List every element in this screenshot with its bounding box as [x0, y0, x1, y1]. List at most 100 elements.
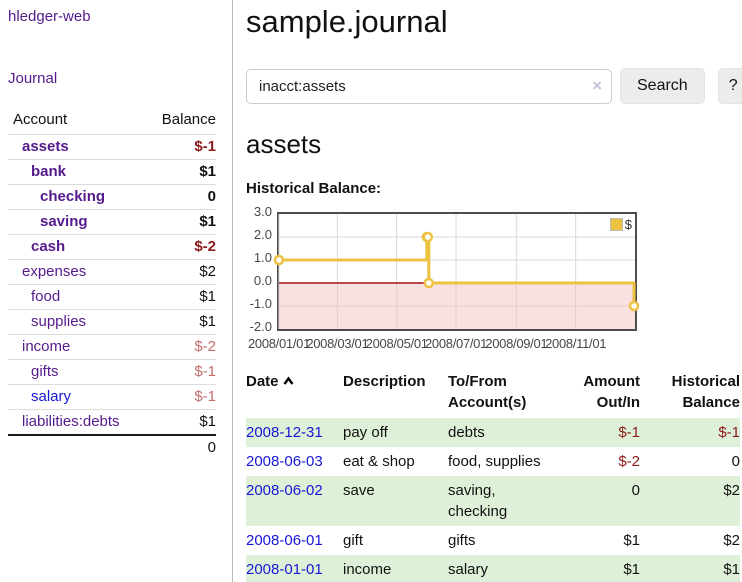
- account-row: food $1: [8, 284, 216, 310]
- brand-link[interactable]: hledger-web: [8, 8, 91, 25]
- account-link[interactable]: income: [22, 338, 71, 355]
- account-balance: $-1: [147, 134, 216, 160]
- page-title: sample.journal: [246, 4, 448, 39]
- account-row: expenses $2: [8, 259, 216, 285]
- transaction-balance: $2: [640, 476, 740, 526]
- account-row: liabilities:debts $1: [8, 409, 216, 435]
- accounts-total-row: 0: [8, 434, 216, 460]
- transaction-date-link[interactable]: 2008-12-31: [246, 424, 323, 441]
- x-axis-tick-label: 2008/11/01: [545, 336, 607, 351]
- transaction-amount: $-2: [618, 453, 640, 470]
- transaction-amount: 0: [558, 476, 640, 526]
- accounts-header-balance: Balance: [161, 111, 216, 128]
- legend-swatch-icon: [609, 218, 623, 231]
- y-axis-tick-label: 2.0: [253, 227, 272, 242]
- account-link[interactable]: supplies: [31, 313, 87, 330]
- sidebar-item-journal[interactable]: Journal: [8, 70, 58, 87]
- transaction-description: eat & shop: [343, 453, 415, 470]
- account-link[interactable]: saving: [40, 213, 88, 230]
- accounts-header-account: Account: [13, 111, 68, 128]
- chart-legend: $: [609, 217, 632, 232]
- register-header-accounts: To/From Account(s): [448, 373, 527, 411]
- transaction-row: 2008-01-01 income salary $1 $1: [246, 555, 740, 582]
- account-balance: $-1: [147, 359, 216, 385]
- account-row: assets $-1: [8, 134, 216, 160]
- transaction-balance: $1: [640, 555, 740, 582]
- account-row: bank $1: [8, 159, 216, 185]
- x-axis-tick-label: 2008/09/01: [485, 336, 548, 351]
- account-link[interactable]: cash: [31, 238, 66, 255]
- sort-ascending-icon: [283, 371, 294, 392]
- y-axis-tick-label: -1.0: [249, 296, 272, 311]
- register-header-description: Description: [343, 373, 426, 390]
- account-link[interactable]: liabilities:debts: [22, 413, 120, 430]
- chart-plot-area: $: [273, 212, 640, 331]
- transaction-date: 2008-06-03: [246, 447, 343, 476]
- transaction-description: save: [343, 476, 448, 526]
- account-link[interactable]: gifts: [31, 363, 59, 380]
- main-content: sample.journal × Search ? assets Histori…: [233, 0, 742, 582]
- account-link[interactable]: salary: [31, 388, 72, 405]
- account-link[interactable]: checking: [40, 188, 106, 205]
- chart-canvas: [273, 214, 640, 329]
- transaction-description: income: [343, 555, 448, 582]
- transaction-accounts: food, supplies: [448, 453, 541, 470]
- register-header-date[interactable]: Date: [246, 369, 343, 418]
- transaction-date-link[interactable]: 2008-06-01: [246, 532, 323, 549]
- account-row: gifts $-1: [8, 359, 216, 385]
- transaction-row: 2008-06-01 gift gifts $1 $2: [246, 526, 740, 555]
- accounts-tbody: assets $-1 bank $1 checking 0 saving $1 cash $-2 e…: [8, 134, 216, 435]
- register-header-balance: Historical Balance: [671, 373, 740, 411]
- account-heading: assets: [246, 129, 322, 159]
- transaction-date-link[interactable]: 2008-06-02: [246, 482, 323, 499]
- account-balance: $1: [147, 209, 216, 235]
- transaction-accounts: gifts: [448, 532, 476, 549]
- y-axis-tick-label: -2.0: [249, 319, 272, 334]
- transaction-row: 2008-06-03 eat & shop food, supplies $-2 0: [246, 447, 740, 476]
- transaction-balance: $2: [723, 532, 740, 549]
- account-link[interactable]: expenses: [22, 263, 87, 280]
- account-row: supplies $1: [8, 309, 216, 335]
- transaction-row: 2008-06-02 save saving, checking 0 $2: [246, 476, 740, 526]
- transaction-amount: $-1: [558, 418, 640, 447]
- account-balance: $1: [147, 409, 216, 435]
- account-balance: $1: [147, 284, 216, 310]
- historical-balance-chart: $ 3.0 2.0 1.0 0.0 -1.0 -2.0 2008/01/01 2008/03/…: [246, 204, 646, 351]
- account-balance: $1: [147, 159, 216, 185]
- transaction-amount: $1: [558, 555, 640, 582]
- y-axis-tick-label: 3.0: [253, 204, 272, 219]
- transaction-balance: 0: [731, 453, 740, 470]
- transaction-date-link[interactable]: 2008-06-03: [246, 453, 323, 470]
- search-form: × Search ?: [246, 68, 742, 104]
- transaction-accounts: saving, checking: [448, 476, 558, 526]
- y-axis-tick-label: 0.0: [253, 273, 272, 288]
- search-button[interactable]: Search: [620, 68, 705, 104]
- x-axis-tick-label: 2008/07/01: [424, 336, 488, 351]
- accounts-total-value: 0: [147, 434, 216, 460]
- account-row: salary $-1: [8, 384, 216, 410]
- account-balance: $-2: [147, 234, 216, 260]
- y-axis-tick-label: 1.0: [253, 250, 272, 265]
- transaction-balance: $-1: [640, 418, 740, 447]
- account-row: checking 0: [8, 184, 216, 210]
- register-table: Date Description To/From Account(s) Amou…: [246, 369, 740, 582]
- transaction-amount: $1: [623, 532, 640, 549]
- account-balance: $2: [147, 259, 216, 285]
- transaction-description: gift: [343, 532, 364, 549]
- account-link[interactable]: bank: [31, 163, 67, 180]
- help-button[interactable]: ?: [717, 68, 742, 104]
- x-axis-tick-label: 2008/03/01: [306, 336, 369, 351]
- transaction-date: 2008-12-31: [246, 418, 343, 447]
- account-balance: 0: [147, 184, 216, 210]
- account-link[interactable]: assets: [22, 138, 69, 155]
- transaction-date-link[interactable]: 2008-01-01: [246, 561, 323, 578]
- transaction-accounts: salary: [448, 555, 558, 582]
- transaction-date: 2008-06-01: [246, 526, 343, 555]
- search-input[interactable]: [246, 68, 612, 104]
- register-tbody: 2008-12-31 pay off debts $-1 $-1 2008-06-03 ea…: [246, 418, 740, 582]
- clear-search-icon[interactable]: ×: [592, 75, 602, 95]
- register-header-amount: Amount Out/In: [583, 373, 640, 411]
- account-link[interactable]: food: [31, 288, 61, 305]
- account-balance: $1: [147, 309, 216, 335]
